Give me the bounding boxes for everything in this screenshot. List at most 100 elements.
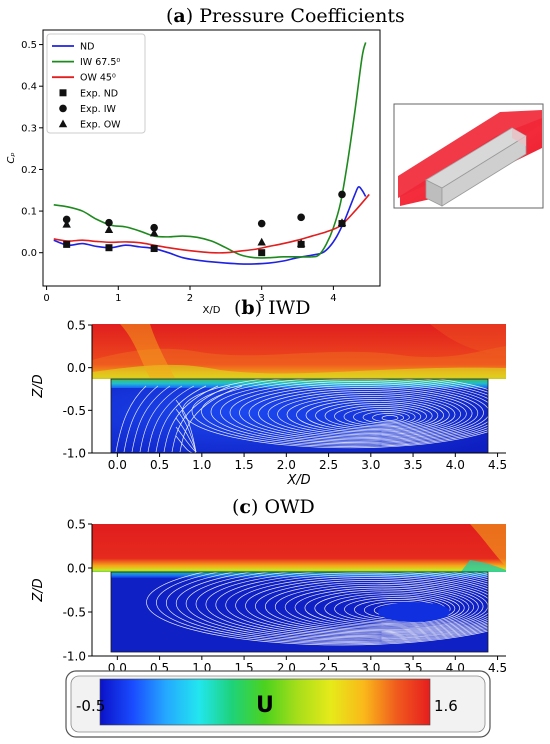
- series-3-point: [258, 249, 266, 257]
- y-tick-label: 0.3: [21, 123, 37, 134]
- series-5-point: [149, 228, 159, 237]
- y-tick-label: 0.4: [21, 82, 37, 93]
- streamline: [220, 381, 488, 443]
- streamline: [147, 385, 195, 453]
- streamline: [131, 385, 171, 453]
- y-tick-label: -1.0: [63, 650, 86, 664]
- series-3-point: [105, 244, 113, 252]
- streamline: [343, 407, 422, 427]
- series-5-point: [257, 237, 266, 246]
- streamline: [191, 379, 488, 447]
- series-1-line: [53, 42, 367, 259]
- x-axis-label: X/D: [203, 305, 221, 316]
- legend-entry: Exp. OW: [80, 120, 121, 131]
- streamline: [195, 572, 488, 640]
- x-tick-label: 4.5: [488, 661, 507, 675]
- legend-entry: IW 67.5⁰: [80, 57, 120, 68]
- series-4-point: [257, 219, 266, 228]
- streamline: [304, 589, 465, 627]
- x-tick-label: 1: [115, 293, 121, 304]
- y-tick-label: 0.2: [21, 165, 37, 176]
- streamline: [139, 385, 183, 453]
- inset-cavity-end: [512, 128, 526, 146]
- x-tick-label: 3.5: [404, 458, 423, 472]
- streamline: [225, 574, 488, 636]
- x-tick-label: 2.5: [319, 458, 338, 472]
- streamline: [314, 591, 460, 625]
- y-axis-label: Z/D: [31, 578, 46, 602]
- y-axis-label: Z/D: [31, 374, 46, 398]
- panel-a-caption: (a) Pressure Coefficients: [166, 5, 405, 27]
- x-tick-label: 4.0: [446, 458, 465, 472]
- series-2-line: [53, 193, 370, 254]
- x-tick-label: 4: [330, 293, 336, 304]
- streamline: [163, 385, 219, 453]
- y-tick-label: 0.5: [67, 319, 86, 333]
- caption-letter: b: [241, 297, 254, 319]
- panel-a-legend: ND IW 67.5⁰ OW 45⁰ Exp. ND Exp. IW Exp. OW: [46, 33, 146, 134]
- colorbar: -0.5 1.6 U: [65, 670, 491, 738]
- streamline: [381, 415, 399, 421]
- panel-a: (a) Pressure Coefficients 0 1 2 3 4 0.0 0.1 0.2…: [6, 5, 405, 316]
- colorbar-min-label: -0.5: [76, 697, 105, 715]
- panel-c-cavity-outline: [110, 571, 489, 653]
- series-5-point: [104, 225, 114, 234]
- panel-c: (c) OWD 0.0 0.5 1.0 1.5 2.0 2.5 3.0 3.5 4.0 4.50.…: [31, 496, 507, 691]
- y-tick-label: 0.1: [21, 207, 37, 218]
- streamline: [166, 572, 488, 643]
- series-5-point: [337, 218, 347, 226]
- series-0-line: [53, 186, 367, 265]
- streamline: [239, 385, 484, 441]
- y-tick-label: 0.0: [21, 248, 37, 259]
- y-axis-label: Cₚ: [6, 152, 17, 163]
- series-4-point: [297, 213, 305, 222]
- panel-c-cavity: [111, 572, 488, 652]
- panel-a-axes: 0 1 2 3 4 0.0 0.1 0.2 0.3 0.4 0.5 X/D Cₚ: [6, 40, 337, 316]
- series-4-point: [150, 223, 158, 232]
- streamline: [372, 413, 405, 423]
- y-tick-label: -0.5: [63, 606, 86, 620]
- x-tick-label: 3: [259, 293, 265, 304]
- streamline: [284, 585, 475, 629]
- panel-b-caption: (b) IWD: [234, 297, 310, 319]
- streamline: [353, 409, 416, 425]
- x-tick-label: 2: [187, 293, 193, 304]
- streamline: [179, 385, 243, 453]
- legend-marker: [58, 119, 68, 128]
- inset-cavity-side: [441, 135, 527, 207]
- streamline: [245, 578, 488, 634]
- panel-c-vortex-core: [378, 602, 450, 622]
- streamline: [324, 403, 433, 429]
- streamline: [175, 399, 197, 453]
- legend-entry: Exp. ND: [80, 88, 118, 99]
- streamline: [146, 572, 488, 646]
- streamline: [215, 572, 488, 637]
- y-tick-label: 0.0: [67, 361, 86, 375]
- streamline: [264, 581, 484, 631]
- streamline: [324, 593, 456, 624]
- streamline: [294, 587, 470, 628]
- streamline: [296, 397, 450, 433]
- streamline: [229, 383, 488, 442]
- streamline: [175, 417, 197, 453]
- streamline: [305, 399, 444, 432]
- panel-b-axes: 0.0 0.5 1.0 1.5 2.0 2.5 3.0 3.5 4.0 4.5 0.5 0.0 -0.5…: [31, 319, 507, 489]
- x-tick-label: 0: [43, 293, 49, 304]
- legend-entry: ND: [80, 42, 94, 53]
- series-4-point: [105, 218, 113, 227]
- streamline: [267, 391, 467, 437]
- streamline: [315, 401, 439, 430]
- caption-text: IWD: [268, 297, 310, 319]
- streamline: [155, 385, 207, 453]
- legend-entry: Exp. IW: [80, 104, 116, 115]
- x-tick-label: 4.5: [488, 458, 507, 472]
- streamline: [205, 572, 488, 639]
- legend-box: [46, 33, 146, 134]
- panel-b: (b) IWD 0.0 0.5 1.0 1.5 2.0 2.5 3.0 3.5 4.0 4.50.…: [31, 297, 507, 489]
- series-5-point: [296, 239, 306, 247]
- streamline: [334, 595, 451, 623]
- colorbar-variable-label: U: [256, 693, 274, 718]
- y-tick-label: 0.5: [21, 40, 37, 51]
- y-tick-label: 0.5: [67, 518, 86, 532]
